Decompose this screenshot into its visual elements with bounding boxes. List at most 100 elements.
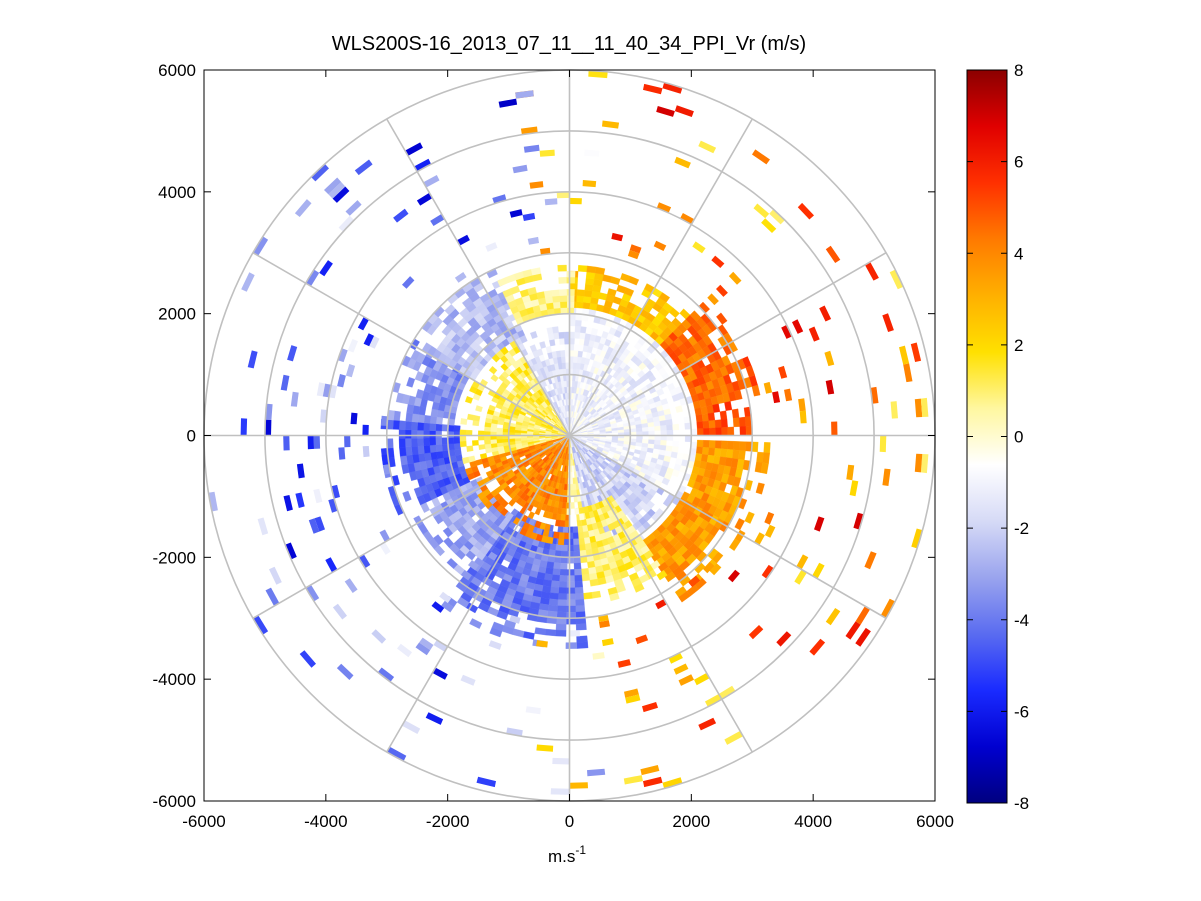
ppi-cell: [727, 440, 735, 450]
ppi-cell: [484, 426, 491, 432]
ppi-cell: [671, 469, 680, 478]
ppi-cell: [739, 426, 747, 436]
ppi-cell: [643, 776, 663, 788]
ppi-cell: [562, 526, 569, 534]
ppi-cell: [404, 429, 412, 439]
ppi-cell: [566, 593, 576, 601]
ppi-cell: [559, 520, 566, 527]
ppi-cell: [459, 429, 467, 436]
ppi-cell: [546, 327, 554, 335]
ppi-cell: [265, 587, 280, 607]
ppi-cell: [313, 435, 321, 449]
ppi-cell: [475, 405, 483, 413]
ppi-cell: [566, 599, 576, 607]
ppi-cell: [565, 642, 578, 649]
ppi-cell: [561, 362, 567, 370]
ppi-cell: [738, 416, 747, 427]
ppi-cell: [569, 331, 576, 339]
ppi-cell: [466, 445, 474, 452]
x-tick-label: 0: [565, 812, 574, 831]
colorbar-tick-label: -4: [1014, 611, 1029, 630]
ppi-cell: [727, 426, 735, 436]
ppi-cell: [432, 667, 448, 680]
ppi-cell: [845, 621, 861, 640]
ppi-cell: [574, 331, 581, 339]
ppi-cell: [417, 422, 425, 431]
ppi-cell: [406, 403, 415, 414]
ppi-cell: [798, 398, 806, 412]
ppi-cell: [567, 307, 575, 314]
ppi-cell: [257, 517, 269, 536]
ppi-cell: [599, 620, 610, 628]
ppi-cell: [712, 403, 721, 413]
ppi-cell: [654, 425, 661, 432]
ppi-cell: [728, 538, 741, 552]
ppi-cell: [570, 483, 574, 491]
ppi-cell: [558, 587, 567, 595]
ppi-cell: [417, 437, 424, 447]
ppi-cell: [548, 598, 559, 606]
ppi-cell: [764, 511, 775, 525]
ppi-cell: [496, 438, 504, 444]
ppi-cell: [512, 164, 528, 174]
ppi-cell: [720, 418, 728, 428]
ppi-cell: [778, 365, 788, 379]
ppi-cell: [514, 437, 522, 442]
ppi-cell: [446, 557, 458, 570]
ppi-cell: [763, 381, 773, 394]
ppi-cell: [547, 604, 558, 612]
ppi-cell: [666, 424, 674, 431]
ppi-cell: [714, 440, 722, 449]
ppi-cell: [566, 295, 575, 302]
ppi-cell: [553, 531, 560, 539]
ppi-cell: [647, 422, 655, 428]
ppi-cell: [496, 427, 504, 433]
ppi-cell: [423, 437, 430, 446]
ppi-cell: [574, 325, 582, 333]
ppi-cell: [296, 463, 305, 479]
ppi-cell: [536, 291, 546, 300]
ppi-cell: [846, 464, 855, 481]
ppi-cell: [660, 425, 667, 431]
ppi-cell: [435, 423, 443, 432]
ppi-cell: [570, 502, 575, 509]
ppi-cell: [544, 628, 557, 637]
ppi-cell: [784, 388, 793, 402]
ppi-cell: [718, 685, 736, 700]
ppi-cell: [472, 440, 479, 446]
ppi-cell: [825, 245, 841, 263]
ppi-cell: [542, 510, 550, 519]
ppi-cell: [702, 420, 710, 429]
ppi-cell: [530, 267, 542, 276]
ppi-cell: [662, 777, 683, 789]
ppi-cell: [453, 442, 461, 450]
ppi-cell: [714, 419, 722, 428]
ppi-cell: [864, 551, 877, 570]
ppi-cell: [332, 186, 350, 203]
ppi-cell: [583, 296, 592, 304]
ppi-cell: [435, 444, 443, 452]
ppi-cell: [558, 331, 565, 339]
ppi-cell: [584, 149, 600, 157]
x-tick-label: 2000: [672, 812, 710, 831]
ppi-cell: [566, 587, 576, 595]
ppi-cell: [529, 344, 537, 353]
ppi-cell: [707, 293, 719, 306]
ppi-cell: [465, 396, 473, 404]
ppi-cell: [570, 490, 574, 497]
ppi-cell: [350, 412, 358, 425]
ppi-cell: [423, 430, 430, 439]
ppi-cell: [332, 603, 347, 620]
ppi-cell: [920, 454, 929, 474]
ppi-cell: [328, 182, 346, 199]
ppi-cell: [462, 456, 470, 465]
ppi-cell: [707, 412, 716, 422]
ppi-cell: [569, 630, 580, 637]
ppi-cell: [430, 213, 445, 226]
ppi-cell: [849, 480, 859, 497]
ppi-cell: [698, 140, 717, 154]
ppi-cell: [674, 156, 691, 169]
ppi-cell: [660, 440, 667, 446]
x-tick-label: 4000: [794, 812, 832, 831]
ppi-cell: [489, 627, 503, 638]
